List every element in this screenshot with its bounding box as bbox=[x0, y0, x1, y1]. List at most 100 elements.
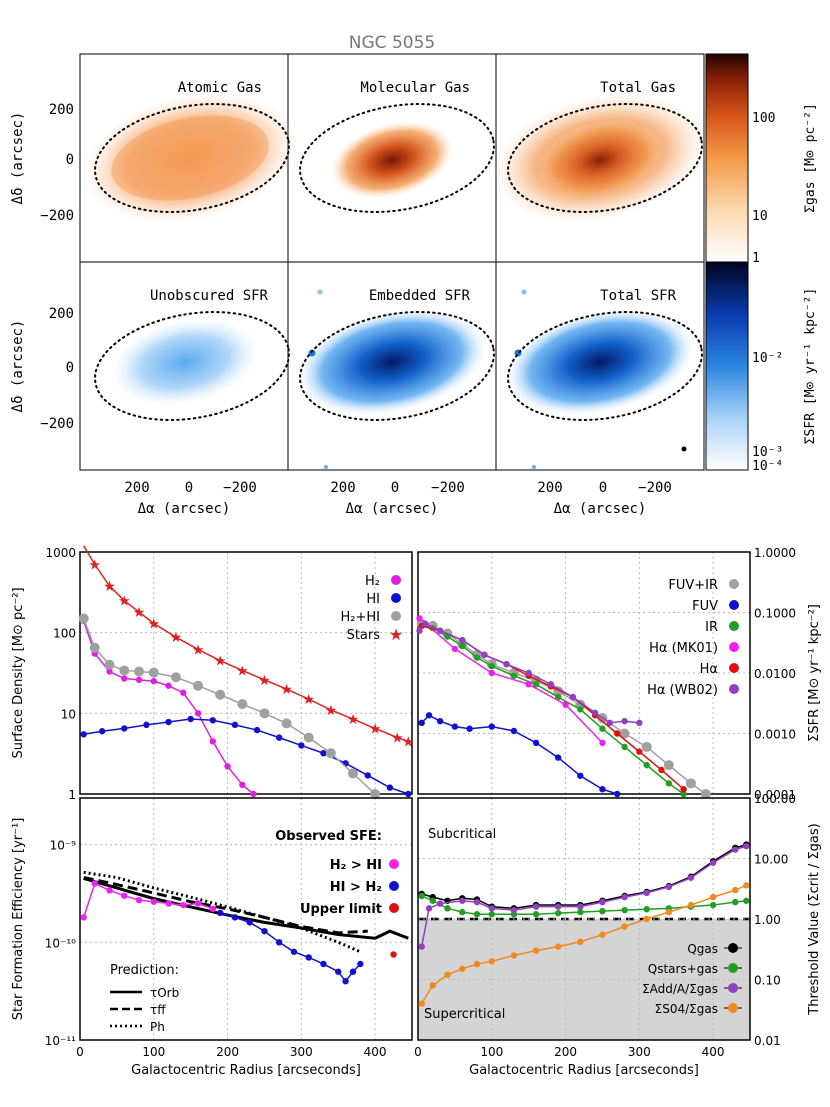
data-point bbox=[658, 766, 665, 774]
ytick-label: 1000 bbox=[45, 546, 76, 560]
data-point bbox=[416, 627, 423, 634]
data-point bbox=[135, 896, 143, 904]
data-point bbox=[577, 908, 584, 916]
data-point bbox=[743, 897, 750, 904]
data-point bbox=[459, 908, 466, 916]
legend-marker bbox=[391, 593, 401, 603]
map-xtick: 0 bbox=[599, 480, 607, 496]
data-point bbox=[418, 1000, 425, 1007]
data-point bbox=[91, 880, 98, 887]
molecular-gas-map bbox=[331, 121, 453, 199]
data-point bbox=[599, 907, 606, 915]
data-point: ★ bbox=[88, 557, 101, 573]
data-point bbox=[621, 743, 628, 751]
data-point bbox=[569, 693, 577, 701]
data-point bbox=[451, 723, 459, 730]
data-point bbox=[390, 951, 397, 958]
data-point bbox=[320, 750, 327, 757]
data-point bbox=[621, 906, 628, 914]
legend-marker bbox=[728, 943, 738, 953]
data-point bbox=[619, 728, 630, 739]
panel-title-atomic-gas: Atomic Gas bbox=[178, 80, 262, 96]
data-point bbox=[510, 727, 518, 735]
colorbar-sfr bbox=[705, 261, 749, 471]
data-point bbox=[599, 898, 606, 906]
data-point bbox=[231, 721, 239, 729]
data-point bbox=[194, 710, 202, 717]
data-point bbox=[473, 911, 481, 918]
y-axis-label: Surface Density [M⊙ pc⁻²] bbox=[11, 587, 26, 758]
data-point bbox=[121, 675, 128, 682]
data-point bbox=[187, 715, 194, 723]
map-xtick: 0 bbox=[185, 480, 193, 496]
map-ytick: −200 bbox=[40, 208, 74, 224]
map-xtick: 0 bbox=[391, 480, 399, 496]
ytick-label: 100 bbox=[53, 627, 76, 641]
xtick-label: 0 bbox=[76, 1045, 84, 1059]
data-point bbox=[104, 659, 115, 670]
ytick-label: 10⁻¹¹ bbox=[45, 1034, 76, 1048]
data-point bbox=[510, 952, 518, 959]
data-point bbox=[599, 725, 606, 732]
data-point bbox=[209, 738, 216, 745]
ellipse-outline bbox=[299, 103, 495, 213]
data-point bbox=[429, 982, 436, 989]
prediction-legend-label: Ph bbox=[150, 1020, 165, 1034]
colorbar-gas bbox=[705, 53, 749, 263]
data-point bbox=[488, 662, 495, 670]
data-point bbox=[532, 903, 540, 910]
legend-label: Stars bbox=[347, 628, 381, 643]
data-point bbox=[577, 772, 584, 779]
legend-marker bbox=[389, 859, 399, 869]
map-ytick: 200 bbox=[49, 306, 74, 322]
data-point: ★ bbox=[103, 579, 116, 595]
cbar-gas-tick: 10 bbox=[752, 209, 768, 224]
plot-frame bbox=[417, 551, 751, 795]
data-point bbox=[305, 954, 312, 961]
xtick-label: 300 bbox=[290, 1045, 313, 1059]
map-xlabel: Δα (arcsec) bbox=[554, 501, 647, 517]
data-point bbox=[425, 712, 433, 719]
atomic-gas-map bbox=[83, 93, 297, 223]
data-point bbox=[732, 846, 739, 853]
data-point bbox=[709, 901, 717, 909]
unobscured-sfr-map bbox=[111, 318, 259, 406]
legend-label: ΣS04/Σgas bbox=[655, 1002, 718, 1016]
xtick-label: 400 bbox=[702, 1045, 725, 1059]
legend-label: Upper limit bbox=[300, 902, 382, 917]
data-point bbox=[418, 943, 425, 950]
data-point bbox=[215, 689, 226, 700]
data-point bbox=[554, 909, 562, 917]
data-point bbox=[224, 763, 231, 770]
data-point bbox=[685, 778, 696, 789]
plot-threshold: 100.00 10.00 1.00 0.10 0.01 Threshold Value (… bbox=[414, 792, 822, 1078]
data-point bbox=[663, 760, 674, 771]
data-point bbox=[473, 960, 481, 968]
data-point bbox=[418, 719, 425, 727]
ytick-label: 0.1000 bbox=[754, 607, 796, 621]
data-point: ★ bbox=[402, 734, 415, 750]
xtick-label: 100 bbox=[142, 1045, 165, 1059]
data-point bbox=[641, 741, 652, 752]
series-line bbox=[420, 845, 747, 947]
data-point bbox=[276, 939, 283, 946]
embedded-sfr-map bbox=[298, 289, 486, 469]
map-xlabel: Δα (arcsec) bbox=[138, 501, 231, 517]
data-point bbox=[488, 905, 495, 912]
data-point bbox=[621, 893, 628, 901]
data-point bbox=[743, 842, 750, 850]
data-point bbox=[643, 761, 650, 769]
data-point: ★ bbox=[369, 721, 382, 737]
data-point bbox=[261, 927, 268, 935]
cbar-sfr-tick: 10⁻³ bbox=[752, 445, 783, 460]
data-point bbox=[98, 728, 106, 735]
data-point bbox=[165, 900, 172, 907]
data-point bbox=[298, 742, 305, 749]
data-point bbox=[599, 786, 606, 793]
data-point bbox=[106, 887, 113, 894]
data-point bbox=[554, 754, 562, 761]
data-point: ★ bbox=[325, 703, 338, 719]
data-point bbox=[606, 719, 614, 727]
data-point bbox=[503, 660, 510, 668]
